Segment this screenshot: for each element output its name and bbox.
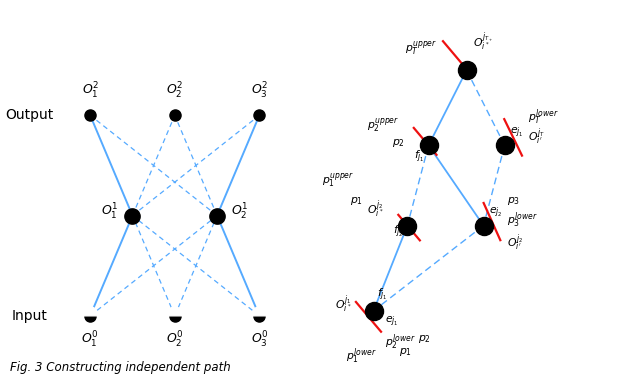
Text: $f_{j_1}$: $f_{j_1}$ — [377, 287, 388, 303]
Text: $p_1^{lower}$: $p_1^{lower}$ — [346, 346, 377, 365]
Text: $O_{i^*}^{j_{T_+}}$: $O_{i^*}^{j_{T_+}}$ — [474, 30, 493, 53]
Text: $O_2^2$: $O_2^2$ — [166, 81, 184, 101]
Text: $O_{i^*}^{j_1}$: $O_{i^*}^{j_1}$ — [335, 294, 351, 316]
Text: $p_3^{lower}$: $p_3^{lower}$ — [508, 211, 538, 231]
Text: $O_1^0$: $O_1^0$ — [81, 330, 99, 350]
Text: $O_1^1$: $O_1^1$ — [100, 202, 118, 222]
Text: Output: Output — [5, 108, 53, 122]
Text: $O_3^0$: $O_3^0$ — [250, 330, 268, 350]
Text: Fig. 3 Constructing independent path: Fig. 3 Constructing independent path — [10, 361, 230, 374]
Text: $p_3$: $p_3$ — [508, 195, 520, 207]
Text: $p_2$: $p_2$ — [417, 333, 431, 345]
Polygon shape — [83, 307, 98, 316]
Text: $O_2^1$: $O_2^1$ — [232, 202, 249, 222]
Text: $O_3^2$: $O_3^2$ — [251, 81, 268, 101]
Text: $O_1^2$: $O_1^2$ — [81, 81, 99, 101]
Text: $O_{i^{\prime}}^{j_T}$: $O_{i^{\prime}}^{j_T}$ — [529, 127, 545, 148]
Polygon shape — [167, 307, 182, 316]
Text: $p_1^{upper}$: $p_1^{upper}$ — [322, 172, 354, 189]
Text: $p_2^{lower}$: $p_2^{lower}$ — [385, 333, 416, 352]
Text: $e_{j_1}$: $e_{j_1}$ — [385, 315, 399, 329]
Polygon shape — [252, 307, 267, 316]
Text: $O_{i^{\prime}}^{j_2}$: $O_{i^{\prime}}^{j_2}$ — [508, 233, 524, 254]
Text: $e_{j_1}$: $e_{j_1}$ — [509, 126, 524, 140]
Text: $p_2$: $p_2$ — [392, 138, 405, 149]
Text: $f_{j_1}$: $f_{j_1}$ — [414, 148, 425, 165]
Text: $p_1$: $p_1$ — [349, 195, 362, 207]
Text: $p_2^{upper}$: $p_2^{upper}$ — [367, 117, 399, 134]
Text: $p_T^{lower}$: $p_T^{lower}$ — [529, 107, 559, 127]
Text: $f_{j_2}$: $f_{j_2}$ — [394, 224, 404, 240]
Text: $p_T^{upper}$: $p_T^{upper}$ — [405, 39, 437, 57]
Text: $O_{i^*}^{j_2}$: $O_{i^*}^{j_2}$ — [367, 199, 384, 221]
Text: $p_1$: $p_1$ — [399, 346, 412, 358]
Text: Input: Input — [12, 309, 47, 323]
Text: $O_2^0$: $O_2^0$ — [166, 330, 184, 350]
Text: $e_{j_2}$: $e_{j_2}$ — [488, 205, 502, 219]
